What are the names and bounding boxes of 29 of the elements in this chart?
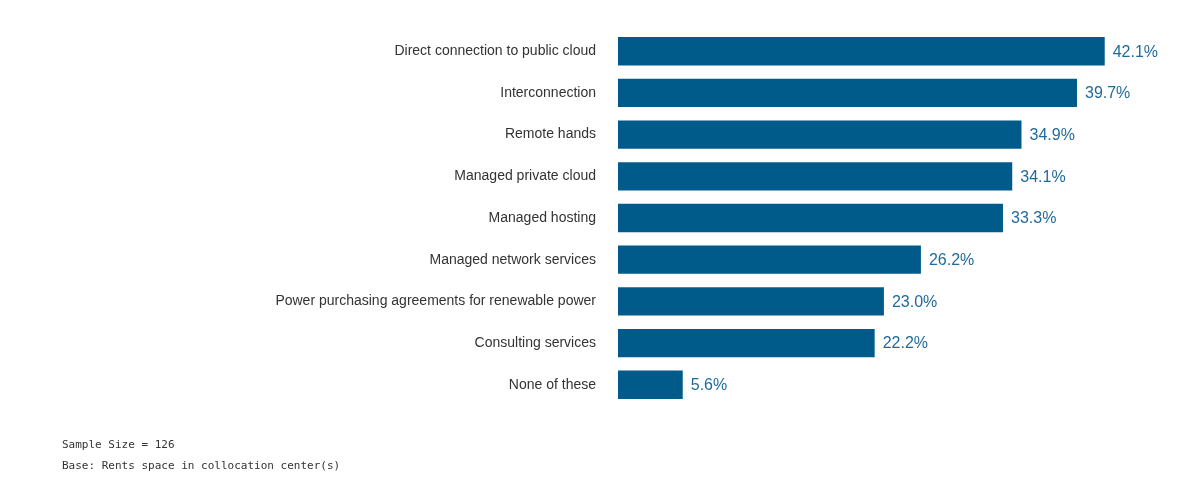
y-tick-label: None of these [508, 375, 597, 392]
y-tick-label: Consulting services [474, 333, 596, 350]
data-label: 26.2% [928, 251, 975, 269]
bar [618, 328, 875, 358]
text: Base: Rents space in collocation center(s) [62, 458, 342, 474]
y-tick-label: Direct connection to public cloud [394, 42, 596, 59]
data-label: 23.0% [891, 292, 938, 310]
data-label: 42.1% [1112, 42, 1159, 60]
y-tick-label: Managed private cloud [454, 167, 596, 184]
bar [618, 78, 1077, 108]
data-label: 34.1% [1020, 167, 1066, 185]
y-tick-label: Managed network services [429, 250, 596, 267]
text: Sample Size = 126 [62, 437, 176, 453]
data-label: 22.2% [882, 334, 929, 352]
data-label: 34.9% [1029, 126, 1075, 144]
y-tick-label: Power purchasing agreements for renewable power [275, 292, 597, 309]
y-tick-label: Interconnection [500, 83, 596, 100]
data-label: 33.3% [1010, 209, 1057, 227]
y-tick-label: Remote hands [504, 125, 596, 142]
bar [618, 120, 1022, 149]
data-label: 5.6% [690, 376, 728, 394]
bar [618, 162, 1013, 191]
y-tick-label: Managed hosting [488, 208, 596, 225]
data-label: 39.7% [1084, 84, 1131, 102]
bar [618, 370, 683, 399]
bar [618, 287, 884, 316]
bar [618, 245, 921, 274]
bar [618, 203, 1003, 233]
bar [618, 37, 1105, 66]
